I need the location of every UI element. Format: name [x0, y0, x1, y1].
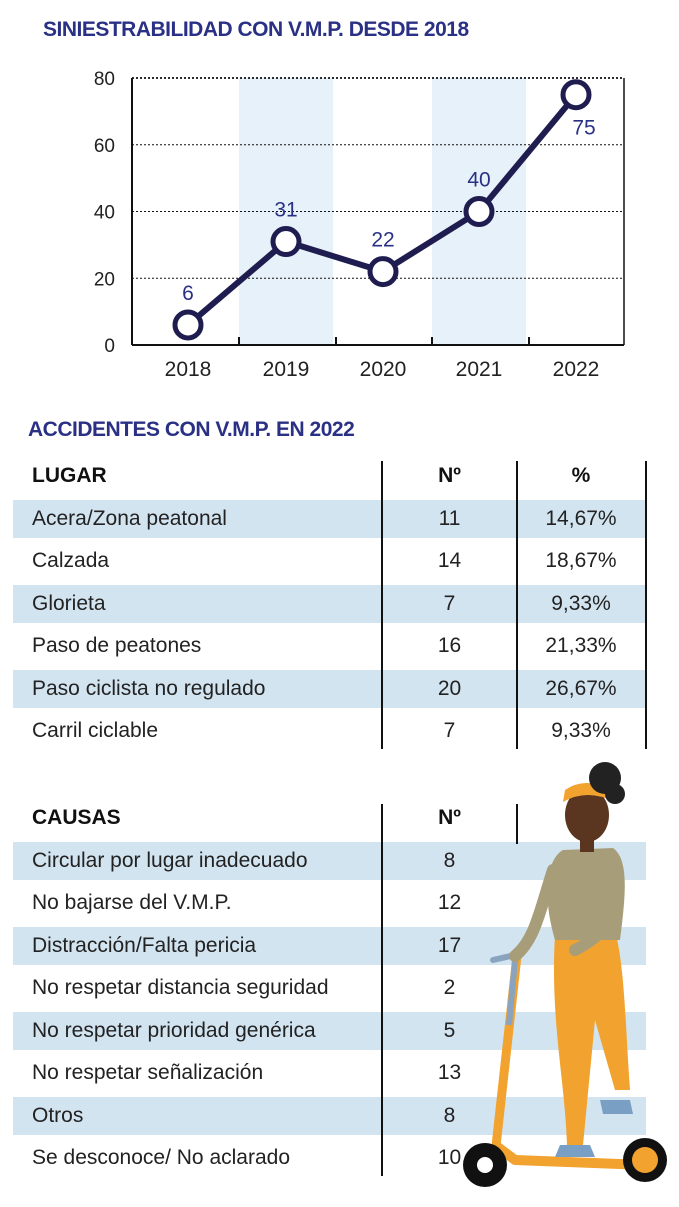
- data-point: [367, 256, 399, 288]
- table-row: Acera/Zona peatonal 11 14,67%: [13, 499, 646, 538]
- table-cell: 18,67%: [545, 549, 617, 573]
- lugar-table: LUGAR Nº% Acera/Zona peatonal 11 14,67% Calza…: [13, 455, 646, 753]
- table-cell: 7: [443, 719, 456, 743]
- table-cell: Se desconoce/ No aclarado: [32, 1146, 290, 1170]
- table-row: Otros 8: [13, 1096, 646, 1135]
- x-tick-label: 2022: [553, 358, 600, 381]
- table-cell: Calzada: [32, 549, 110, 573]
- table-row: Paso de peatones 16 21,33%: [13, 625, 646, 668]
- data-point: [172, 309, 204, 341]
- table-row: Glorieta 7 9,33%: [13, 584, 646, 623]
- column-divider: [381, 804, 383, 1176]
- table-cell: 8: [443, 848, 456, 872]
- table-cell: 16: [437, 634, 462, 658]
- table-title: ACCIDENTES CON V.M.P. EN 2022: [28, 418, 355, 441]
- data-label: 75: [572, 117, 595, 140]
- data-label: 40: [467, 169, 490, 192]
- table-cell: 20: [437, 676, 462, 700]
- table-cell: Otros: [32, 1103, 84, 1127]
- table-cell: 26,67%: [545, 676, 617, 700]
- line-chart: 0 20 40 60 80 2018 2019 2020 2021 2022 6 31 22 40 75: [94, 69, 625, 381]
- table-header-row: CAUSAS Nº: [13, 797, 646, 840]
- table-cell: 12: [437, 891, 462, 915]
- data-point: [560, 79, 592, 111]
- table-cell: 10: [437, 1146, 462, 1170]
- chart-title: SINIESTRABILIDAD CON V.M.P. DESDE 2018: [43, 18, 469, 41]
- table-header-row: LUGAR Nº%: [13, 455, 646, 498]
- table-cell: Acera/Zona peatonal: [32, 506, 227, 530]
- table-cell: 8: [443, 1103, 456, 1127]
- table-cell: No respetar prioridad genérica: [32, 1018, 316, 1042]
- table-cell: 7: [443, 591, 456, 615]
- table-cell: Carril ciclable: [32, 719, 159, 743]
- table-row: No bajarse del V.M.P. 12: [13, 882, 646, 925]
- column-divider: [645, 461, 647, 749]
- table-cell: 9,33%: [551, 719, 611, 743]
- table-cell: 14,67%: [545, 506, 617, 530]
- table-cell: 2: [443, 976, 456, 1000]
- table-cell: 5: [443, 1018, 456, 1042]
- x-tick-label: 2019: [263, 358, 310, 381]
- table-cell: 11: [438, 506, 461, 530]
- data-label: 31: [274, 199, 297, 222]
- column-header: LUGAR: [32, 464, 107, 488]
- column-header: Nº: [438, 806, 461, 830]
- y-tick-label: 60: [94, 136, 115, 157]
- table-row: Calzada 14 18,67%: [13, 540, 646, 583]
- x-tick-label: 2018: [165, 358, 212, 381]
- column-divider: [381, 461, 383, 749]
- table-row: Circular por lugar inadecuado 8: [13, 841, 646, 880]
- table-cell: Distracción/Falta pericia: [32, 933, 257, 957]
- table-cell: No respetar señalización: [32, 1061, 264, 1085]
- table-row: Distracción/Falta pericia 17: [13, 926, 646, 965]
- table-cell: Circular por lugar inadecuado: [32, 848, 308, 872]
- data-label: 22: [371, 229, 394, 252]
- data-point: [463, 196, 495, 227]
- data-point: [270, 226, 302, 258]
- table-row: Paso ciclista no regulado 20 26,67%: [13, 669, 646, 708]
- table-cell: 13: [437, 1061, 462, 1085]
- y-tick-label: 80: [94, 69, 115, 90]
- table-cell: No respetar distancia seguridad: [32, 976, 329, 1000]
- y-tick-label: 40: [94, 203, 115, 224]
- x-tick-label: 2020: [360, 358, 407, 381]
- column-divider: [516, 804, 518, 844]
- table-row: No respetar distancia seguridad 2: [13, 967, 646, 1010]
- table-cell: No bajarse del V.M.P.: [32, 891, 232, 915]
- table-cell: Paso de peatones: [32, 634, 202, 658]
- table-cell: Paso ciclista no regulado: [32, 676, 266, 700]
- table-cell: 17: [437, 933, 462, 957]
- column-header: Nº: [438, 464, 461, 488]
- causas-table: CAUSAS Nº Circular por lugar inadecuado 8 No…: [13, 797, 646, 1180]
- table-cell: 9,33%: [551, 591, 611, 615]
- table-row: No respetar señalización 13: [13, 1052, 646, 1095]
- woman-on-scooter-illustration: [463, 762, 667, 1187]
- data-label: 6: [182, 282, 194, 305]
- column-header: CAUSAS: [32, 806, 121, 830]
- table-cell: Glorieta: [32, 591, 106, 615]
- table-row: Se desconoce/ No aclarado 10: [13, 1137, 646, 1180]
- column-header: %: [571, 464, 591, 488]
- table-cell: 21,33%: [545, 634, 617, 658]
- y-tick-label: 20: [94, 269, 115, 290]
- table-row: No respetar prioridad genérica 5: [13, 1011, 646, 1050]
- table-row: Carril ciclable 7 9,33%: [13, 710, 646, 753]
- column-divider: [516, 461, 518, 749]
- x-tick-label: 2021: [456, 358, 503, 381]
- y-tick-label: 0: [104, 336, 115, 357]
- table-cell: 14: [437, 549, 462, 573]
